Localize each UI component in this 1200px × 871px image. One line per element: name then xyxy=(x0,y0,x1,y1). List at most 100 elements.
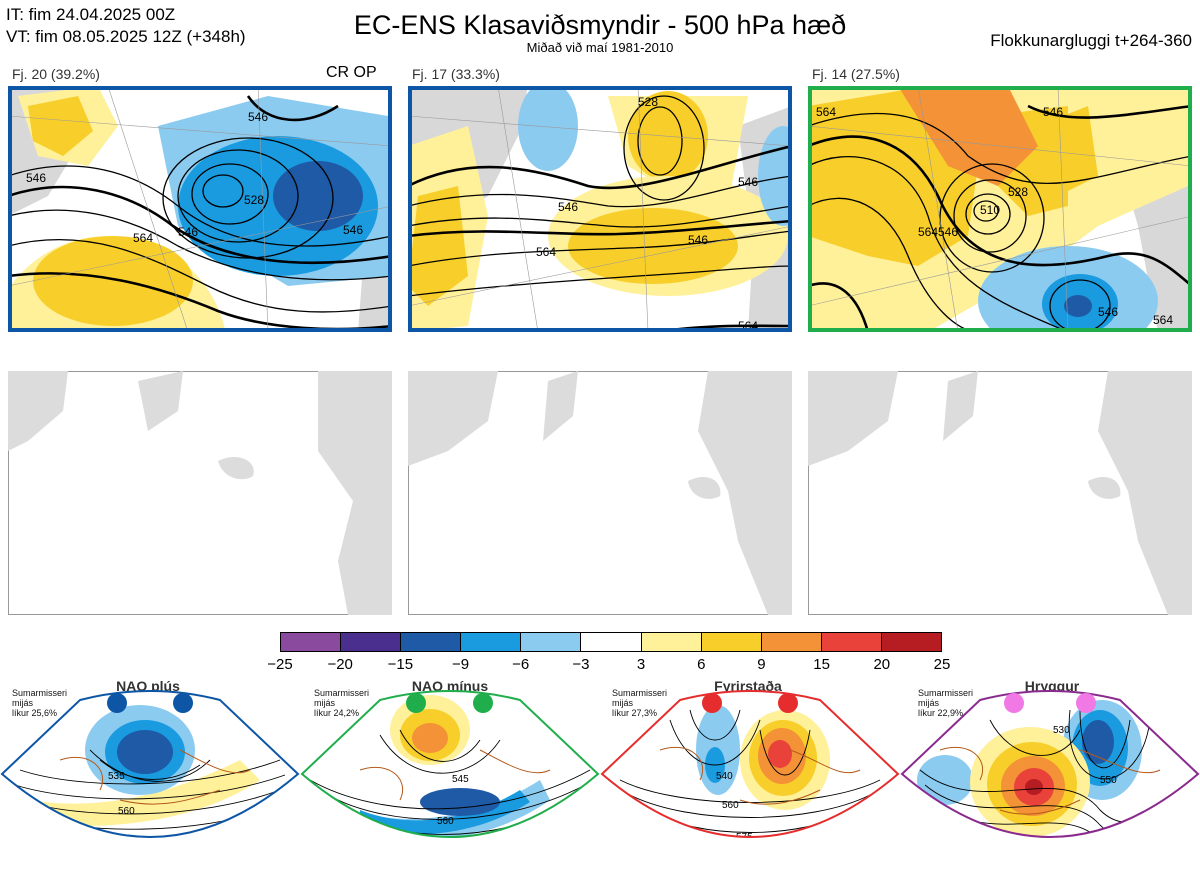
regime-maps: 535 560 545 560 575 xyxy=(0,690,1200,861)
panel-1-op-label: CR OP xyxy=(326,64,377,81)
regime-4-marker xyxy=(1076,693,1096,713)
colorbar-tick-label: 20 xyxy=(873,656,891,673)
regime-probability: líkur 24,2% xyxy=(314,708,360,718)
contour-label: 564 xyxy=(133,231,153,245)
contour-label: 575 xyxy=(1092,838,1109,849)
regime-1-frame xyxy=(0,690,300,838)
colorbar-swatch xyxy=(641,633,702,651)
page-subtitle: Miðað við maí 1981-2010 xyxy=(526,40,674,55)
classification-window: Flokkunargluggi t+264-360 xyxy=(990,31,1192,50)
regime-probability: líkur 22,9% xyxy=(918,708,964,718)
empty-map-3 xyxy=(808,371,1192,615)
colorbar-tick-label: −20 xyxy=(327,656,353,673)
regime-4-marker xyxy=(1004,693,1024,713)
regime-season: Sumarmisseri xyxy=(314,688,370,698)
colorbar-tick-label: 25 xyxy=(933,656,951,673)
contour-label: 575 xyxy=(448,850,465,861)
regime-mean: mijás xyxy=(12,698,34,708)
contour-label: 546 xyxy=(343,223,363,237)
regime-3-info: Sumarmisseri mijás líkur 27,3% xyxy=(612,688,667,718)
contour-label: 546 xyxy=(1098,305,1118,319)
colorbar-swatch xyxy=(341,633,402,651)
regime-season: Sumarmisseri xyxy=(918,688,974,698)
regime-season: Sumarmisseri xyxy=(12,688,68,698)
colorbar-tick-label: −3 xyxy=(572,656,590,673)
panel-1-label: Fj. 20 (39.2%) xyxy=(12,66,100,82)
colorbar-tick-label: −25 xyxy=(267,656,293,673)
colorbar-swatch xyxy=(761,633,822,651)
regime-4-info: Sumarmisseri mijás líkur 22,9% xyxy=(918,688,973,718)
contour-label: 546 xyxy=(688,233,708,247)
contour-label: 540 xyxy=(716,771,733,782)
cluster-map-3: 564 546 510 528 546 564 546 564 xyxy=(808,86,1192,332)
contour-label: 546 xyxy=(1043,105,1063,119)
contour-label: 510 xyxy=(980,203,1000,217)
contour-label: 564 xyxy=(918,225,938,239)
contour-label: 564 xyxy=(1153,313,1173,327)
contour-label: 560 xyxy=(118,806,135,817)
colorbar-tick-label: −6 xyxy=(512,656,530,673)
colorbar-swatch xyxy=(461,633,522,651)
regime-season: Sumarmisseri xyxy=(612,688,668,698)
panel-3-frame xyxy=(808,86,1192,332)
colorbar-tick-label: 15 xyxy=(813,656,830,673)
regime-1-title: NAO plús xyxy=(116,678,180,694)
colorbar-swatch xyxy=(401,633,462,651)
colorbar-swatch xyxy=(881,633,942,651)
regime-3-marker xyxy=(778,693,798,713)
colorbar xyxy=(280,632,942,652)
contour-label: 546 xyxy=(26,171,46,185)
contour-label: 546 xyxy=(738,175,758,189)
colorbar-tick-label: 6 xyxy=(697,656,706,673)
colorbar-swatch xyxy=(821,633,882,651)
contour-label: 560 xyxy=(437,816,454,827)
cluster-map-1: 546 546 528 546 564 546 xyxy=(8,86,392,332)
regime-2-marker xyxy=(406,693,426,713)
contour-label: 575 xyxy=(736,832,753,843)
panel-2-label: Fj. 17 (33.3%) xyxy=(412,66,500,82)
colorbar-swatch xyxy=(581,633,642,651)
header-info: IT: fim 24.04.2025 00Z VT: fim 08.05.202… xyxy=(6,4,246,48)
regime-1-info: Sumarmisseri mijás líkur 25,6% xyxy=(12,688,67,718)
cluster-map-2: 528 546 546 564 564 546 xyxy=(408,86,792,332)
regime-2-marker xyxy=(473,693,493,713)
page-title: EC-ENS Klasaviðsmyndir - 500 hPa hæð xyxy=(353,10,847,40)
contour-label: 550 xyxy=(1100,775,1117,786)
regime-3-marker xyxy=(702,693,722,713)
contour-label: 530 xyxy=(1053,725,1070,736)
panel-2-frame xyxy=(408,86,792,332)
empty-map-1 xyxy=(8,371,392,615)
colorbar-tick-label: 3 xyxy=(636,656,646,673)
regime-mean: mijás xyxy=(612,698,634,708)
empty-map-2 xyxy=(408,371,792,615)
regime-3-frame xyxy=(600,690,900,838)
init-time: IT: fim 24.04.2025 00Z xyxy=(6,5,176,24)
contour-label: 546 xyxy=(938,225,958,239)
contour-label: 564 xyxy=(536,245,556,259)
contour-label: 564 xyxy=(816,105,836,119)
colorbar-tick-label: −15 xyxy=(387,656,414,673)
regime-4-title: Hryggur xyxy=(1024,678,1080,694)
contour-label: 535 xyxy=(108,771,125,782)
colorbar-swatch xyxy=(521,633,582,651)
regime-mean: mijás xyxy=(918,698,940,708)
regime-2-info: Sumarmisseri mijás líkur 24,2% xyxy=(314,688,369,718)
contour-label: 528 xyxy=(638,95,658,109)
regime-probability: líkur 27,3% xyxy=(612,708,658,718)
regime-1-marker xyxy=(173,693,193,713)
regime-probability: líkur 25,6% xyxy=(12,708,58,718)
contour-label: 546 xyxy=(178,225,198,239)
valid-time: VT: fim 08.05.2025 12Z (+348h) xyxy=(6,27,246,46)
colorbar-swatch xyxy=(701,633,762,651)
regime-2-frame xyxy=(300,690,600,838)
contour-label: 545 xyxy=(452,774,469,785)
contour-label: 546 xyxy=(248,110,268,124)
regime-2-title: NAO mínus xyxy=(411,678,489,694)
regime-3-title: Fyrirstaða xyxy=(714,678,782,694)
colorbar-swatch xyxy=(281,633,342,651)
contour-label: 528 xyxy=(244,193,264,207)
regime-4-frame xyxy=(900,690,1200,838)
colorbar-tick-label: 9 xyxy=(757,656,766,673)
panel-1-frame xyxy=(8,86,392,332)
contour-label: 560 xyxy=(722,800,739,811)
